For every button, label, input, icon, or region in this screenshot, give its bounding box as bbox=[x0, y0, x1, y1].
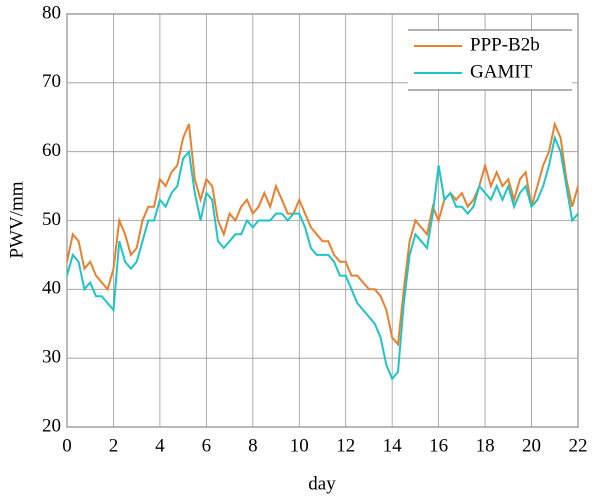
x-tick-label: 12 bbox=[336, 435, 355, 456]
x-tick-label: 4 bbox=[155, 435, 165, 456]
y-tick-label: 60 bbox=[42, 140, 61, 161]
y-tick-label: 40 bbox=[42, 278, 61, 299]
y-tick-label: 30 bbox=[42, 347, 61, 368]
x-tick-label: 20 bbox=[522, 435, 541, 456]
legend-label: GAMIT bbox=[470, 61, 533, 82]
x-tick-label: 0 bbox=[62, 435, 72, 456]
x-tick-label: 6 bbox=[202, 435, 212, 456]
data-line bbox=[66, 134, 579, 381]
x-tick-label: 8 bbox=[248, 435, 258, 456]
data-line bbox=[66, 120, 579, 347]
x-tick-label: 18 bbox=[476, 435, 495, 456]
x-tick-label: 2 bbox=[109, 435, 119, 456]
legend-box bbox=[408, 30, 572, 90]
legend-label: PPP-B2b bbox=[470, 34, 540, 55]
x-tick-label: 14 bbox=[383, 435, 403, 456]
x-tick-label: 22 bbox=[569, 435, 588, 456]
y-tick-label: 80 bbox=[42, 2, 61, 23]
x-tick-label: 10 bbox=[290, 435, 309, 456]
y-tick-label: 20 bbox=[42, 415, 61, 436]
x-axis-label: day bbox=[308, 473, 336, 494]
y-tick-label: 50 bbox=[42, 209, 61, 230]
y-tick-label: 70 bbox=[42, 71, 61, 92]
x-tick-label: 16 bbox=[429, 435, 448, 456]
y-axis-label: PWV/mm bbox=[6, 181, 27, 258]
